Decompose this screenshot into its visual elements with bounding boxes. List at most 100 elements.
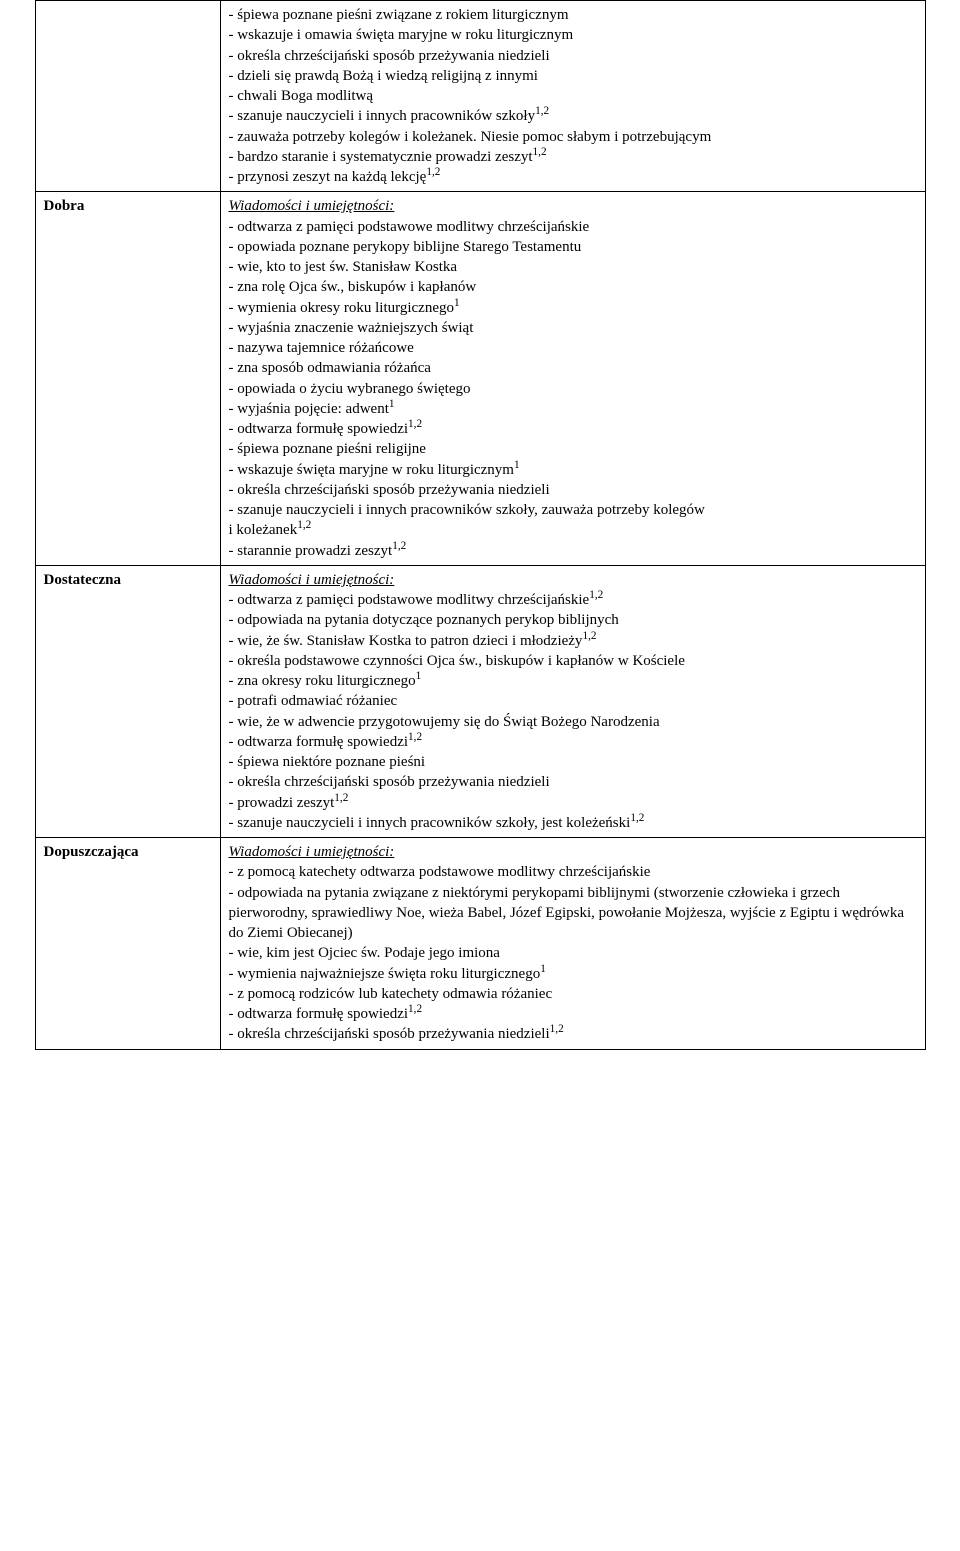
list-item-text: - odtwarza z pamięci podstawowe modlitwy…	[229, 592, 590, 608]
grade-label-cell: Dostateczna	[35, 565, 220, 837]
list-item-text: - odtwarza formułę spowiedzi	[229, 734, 409, 750]
footnote-superscript: 1,2	[533, 146, 547, 158]
grade-label-cell: Dobra	[35, 192, 220, 566]
list-item: - opowiada o życiu wybranego świętego	[229, 379, 917, 399]
section-heading: Wiadomości i umiejętności:	[229, 196, 917, 216]
list-item-text: - odpowiada na pytania związane z niektó…	[229, 885, 905, 942]
list-item: - zna okresy roku liturgicznego1	[229, 671, 917, 691]
list-item: - określa chrześcijański sposób przeżywa…	[229, 1024, 917, 1044]
list-item-text: - dzieli się prawdą Bożą i wiedzą religi…	[229, 68, 538, 84]
list-item-text: i koleżanek	[229, 522, 298, 538]
footnote-superscript: 1,2	[535, 105, 549, 117]
list-item-text: - wyjaśnia pojęcie: adwent	[229, 401, 389, 417]
list-item-text: - wymienia okresy roku liturgicznego	[229, 300, 455, 316]
list-item: - wyjaśnia znaczenie ważniejszych świąt	[229, 318, 917, 338]
list-item: - prowadzi zeszyt1,2	[229, 793, 917, 813]
footnote-superscript: 1	[389, 398, 395, 410]
list-item-text: - określa chrześcijański sposób przeżywa…	[229, 48, 550, 64]
footnote-superscript: 1,2	[426, 166, 440, 178]
list-item: - przynosi zeszyt na każdą lekcję1,2	[229, 167, 917, 187]
list-item: - wie, że św. Stanisław Kostka to patron…	[229, 631, 917, 651]
list-item: - wie, kim jest Ojciec św. Podaje jego i…	[229, 943, 917, 963]
footnote-superscript: 1,2	[589, 589, 603, 601]
list-item: - starannie prowadzi zeszyt1,2	[229, 541, 917, 561]
footnote-superscript: 1,2	[392, 540, 406, 552]
list-item: - wyjaśnia pojęcie: adwent1	[229, 399, 917, 419]
list-item-text: - wskazuje święta maryjne w roku liturgi…	[229, 462, 514, 478]
list-item-text: - wie, kto to jest św. Stanisław Kostka	[229, 259, 458, 275]
footnote-superscript: 1,2	[582, 630, 596, 642]
list-item: - odtwarza formułę spowiedzi1,2	[229, 419, 917, 439]
list-item: - nazywa tajemnice różańcowe	[229, 338, 917, 358]
list-item-text: - z pomocą rodziców lub katechety odmawi…	[229, 986, 553, 1002]
list-item-text: - potrafi odmawiać różaniec	[229, 693, 398, 709]
list-item: - zauważa potrzeby kolegów i koleżanek. …	[229, 127, 917, 147]
list-item-text: - określa chrześcijański sposób przeżywa…	[229, 774, 550, 790]
footnote-superscript: 1,2	[408, 1003, 422, 1015]
grade-label: Dobra	[44, 198, 85, 214]
list-item-text: - chwali Boga modlitwą	[229, 88, 374, 104]
list-item: i koleżanek1,2	[229, 520, 917, 540]
footnote-superscript: 1,2	[550, 1023, 564, 1035]
list-item: - zna rolę Ojca św., biskupów i kapłanów	[229, 277, 917, 297]
list-item: - określa chrześcijański sposób przeżywa…	[229, 46, 917, 66]
list-item: - bardzo staranie i systematycznie prowa…	[229, 147, 917, 167]
list-item: - wskazuje i omawia święta maryjne w rok…	[229, 25, 917, 45]
list-item-text: - śpiewa poznane pieśni związane z rokie…	[229, 7, 569, 23]
list-item: - opowiada poznane perykopy biblijne Sta…	[229, 237, 917, 257]
footnote-superscript: 1	[540, 963, 546, 975]
list-item: - potrafi odmawiać różaniec	[229, 691, 917, 711]
list-item-text: - wie, że w adwencie przygotowujemy się …	[229, 714, 660, 730]
list-item-text: - z pomocą katechety odtwarza podstawowe…	[229, 864, 651, 880]
grade-content-cell: - śpiewa poznane pieśni związane z rokie…	[220, 1, 925, 192]
list-item: - wymienia najważniejsze święta roku lit…	[229, 964, 917, 984]
list-item-text: - zna rolę Ojca św., biskupów i kapłanów	[229, 279, 477, 295]
list-item: - wymienia okresy roku liturgicznego1	[229, 298, 917, 318]
list-item-text: - określa chrześcijański sposób przeżywa…	[229, 482, 550, 498]
list-item: - szanuje nauczycieli i innych pracownik…	[229, 500, 917, 520]
footnote-superscript: 1	[454, 297, 460, 309]
list-item-text: - odpowiada na pytania dotyczące poznany…	[229, 612, 619, 628]
list-item: - szanuje nauczycieli i innych pracownik…	[229, 106, 917, 126]
grade-content-cell: Wiadomości i umiejętności:- z pomocą kat…	[220, 838, 925, 1050]
list-item-text: - odtwarza z pamięci podstawowe modlitwy…	[229, 219, 590, 235]
list-item-text: - starannie prowadzi zeszyt	[229, 543, 393, 559]
list-item-text: - przynosi zeszyt na każdą lekcję	[229, 169, 427, 185]
list-item: - określa chrześcijański sposób przeżywa…	[229, 480, 917, 500]
list-item-text: - opowiada o życiu wybranego świętego	[229, 381, 471, 397]
footnote-superscript: 1	[416, 670, 422, 682]
table-row: Dobra Wiadomości i umiejętności: - odtwarz…	[35, 192, 925, 566]
list-item: - śpiewa poznane pieśni związane z rokie…	[229, 5, 917, 25]
list-item: - odtwarza formułę spowiedzi1,2	[229, 732, 917, 752]
list-item-text: - odtwarza formułę spowiedzi	[229, 421, 409, 437]
grade-content-cell: Wiadomości i umiejętności:- odtwarza z p…	[220, 565, 925, 837]
table-row: DopuszczającaWiadomości i umiejętności:-…	[35, 838, 925, 1050]
list-item-text: - bardzo staranie i systematycznie prowa…	[229, 149, 533, 165]
list-item: - śpiewa poznane pieśni religijne	[229, 439, 917, 459]
list-item: - szanuje nauczycieli i innych pracownik…	[229, 813, 917, 833]
list-item: - śpiewa niektóre poznane pieśni	[229, 752, 917, 772]
grade-label-cell: Dopuszczająca	[35, 838, 220, 1050]
list-item: - wie, kto to jest św. Stanisław Kostka	[229, 257, 917, 277]
list-item-text: - opowiada poznane perykopy biblijne Sta…	[229, 239, 582, 255]
list-item: - z pomocą rodziców lub katechety odmawi…	[229, 984, 917, 1004]
list-item-text: - szanuje nauczycieli i innych pracownik…	[229, 502, 705, 518]
list-item-text: - wyjaśnia znaczenie ważniejszych świąt	[229, 320, 474, 336]
list-item-text: - zauważa potrzeby kolegów i koleżanek. …	[229, 129, 712, 145]
list-item-text: - śpiewa niektóre poznane pieśni	[229, 754, 426, 770]
list-item-text: - śpiewa poznane pieśni religijne	[229, 441, 426, 457]
table-row: - śpiewa poznane pieśni związane z rokie…	[35, 1, 925, 192]
grade-content-cell: Wiadomości i umiejętności: - odtwarza z p…	[220, 192, 925, 566]
list-item: - chwali Boga modlitwą	[229, 86, 917, 106]
footnote-superscript: 1,2	[297, 519, 311, 531]
list-item-text: - nazywa tajemnice różańcowe	[229, 340, 414, 356]
list-item: - wskazuje święta maryjne w roku liturgi…	[229, 460, 917, 480]
grading-table: - śpiewa poznane pieśni związane z rokie…	[35, 0, 926, 1050]
list-item-text: - określa chrześcijański sposób przeżywa…	[229, 1026, 550, 1042]
list-item: - wie, że w adwencie przygotowujemy się …	[229, 712, 917, 732]
list-item: - określa chrześcijański sposób przeżywa…	[229, 772, 917, 792]
list-item: - odtwarza z pamięci podstawowe modlitwy…	[229, 217, 917, 237]
list-item: - odtwarza formułę spowiedzi1,2	[229, 1004, 917, 1024]
list-item: - odpowiada na pytania związane z niektó…	[229, 883, 917, 944]
footnote-superscript: 1	[514, 459, 520, 471]
